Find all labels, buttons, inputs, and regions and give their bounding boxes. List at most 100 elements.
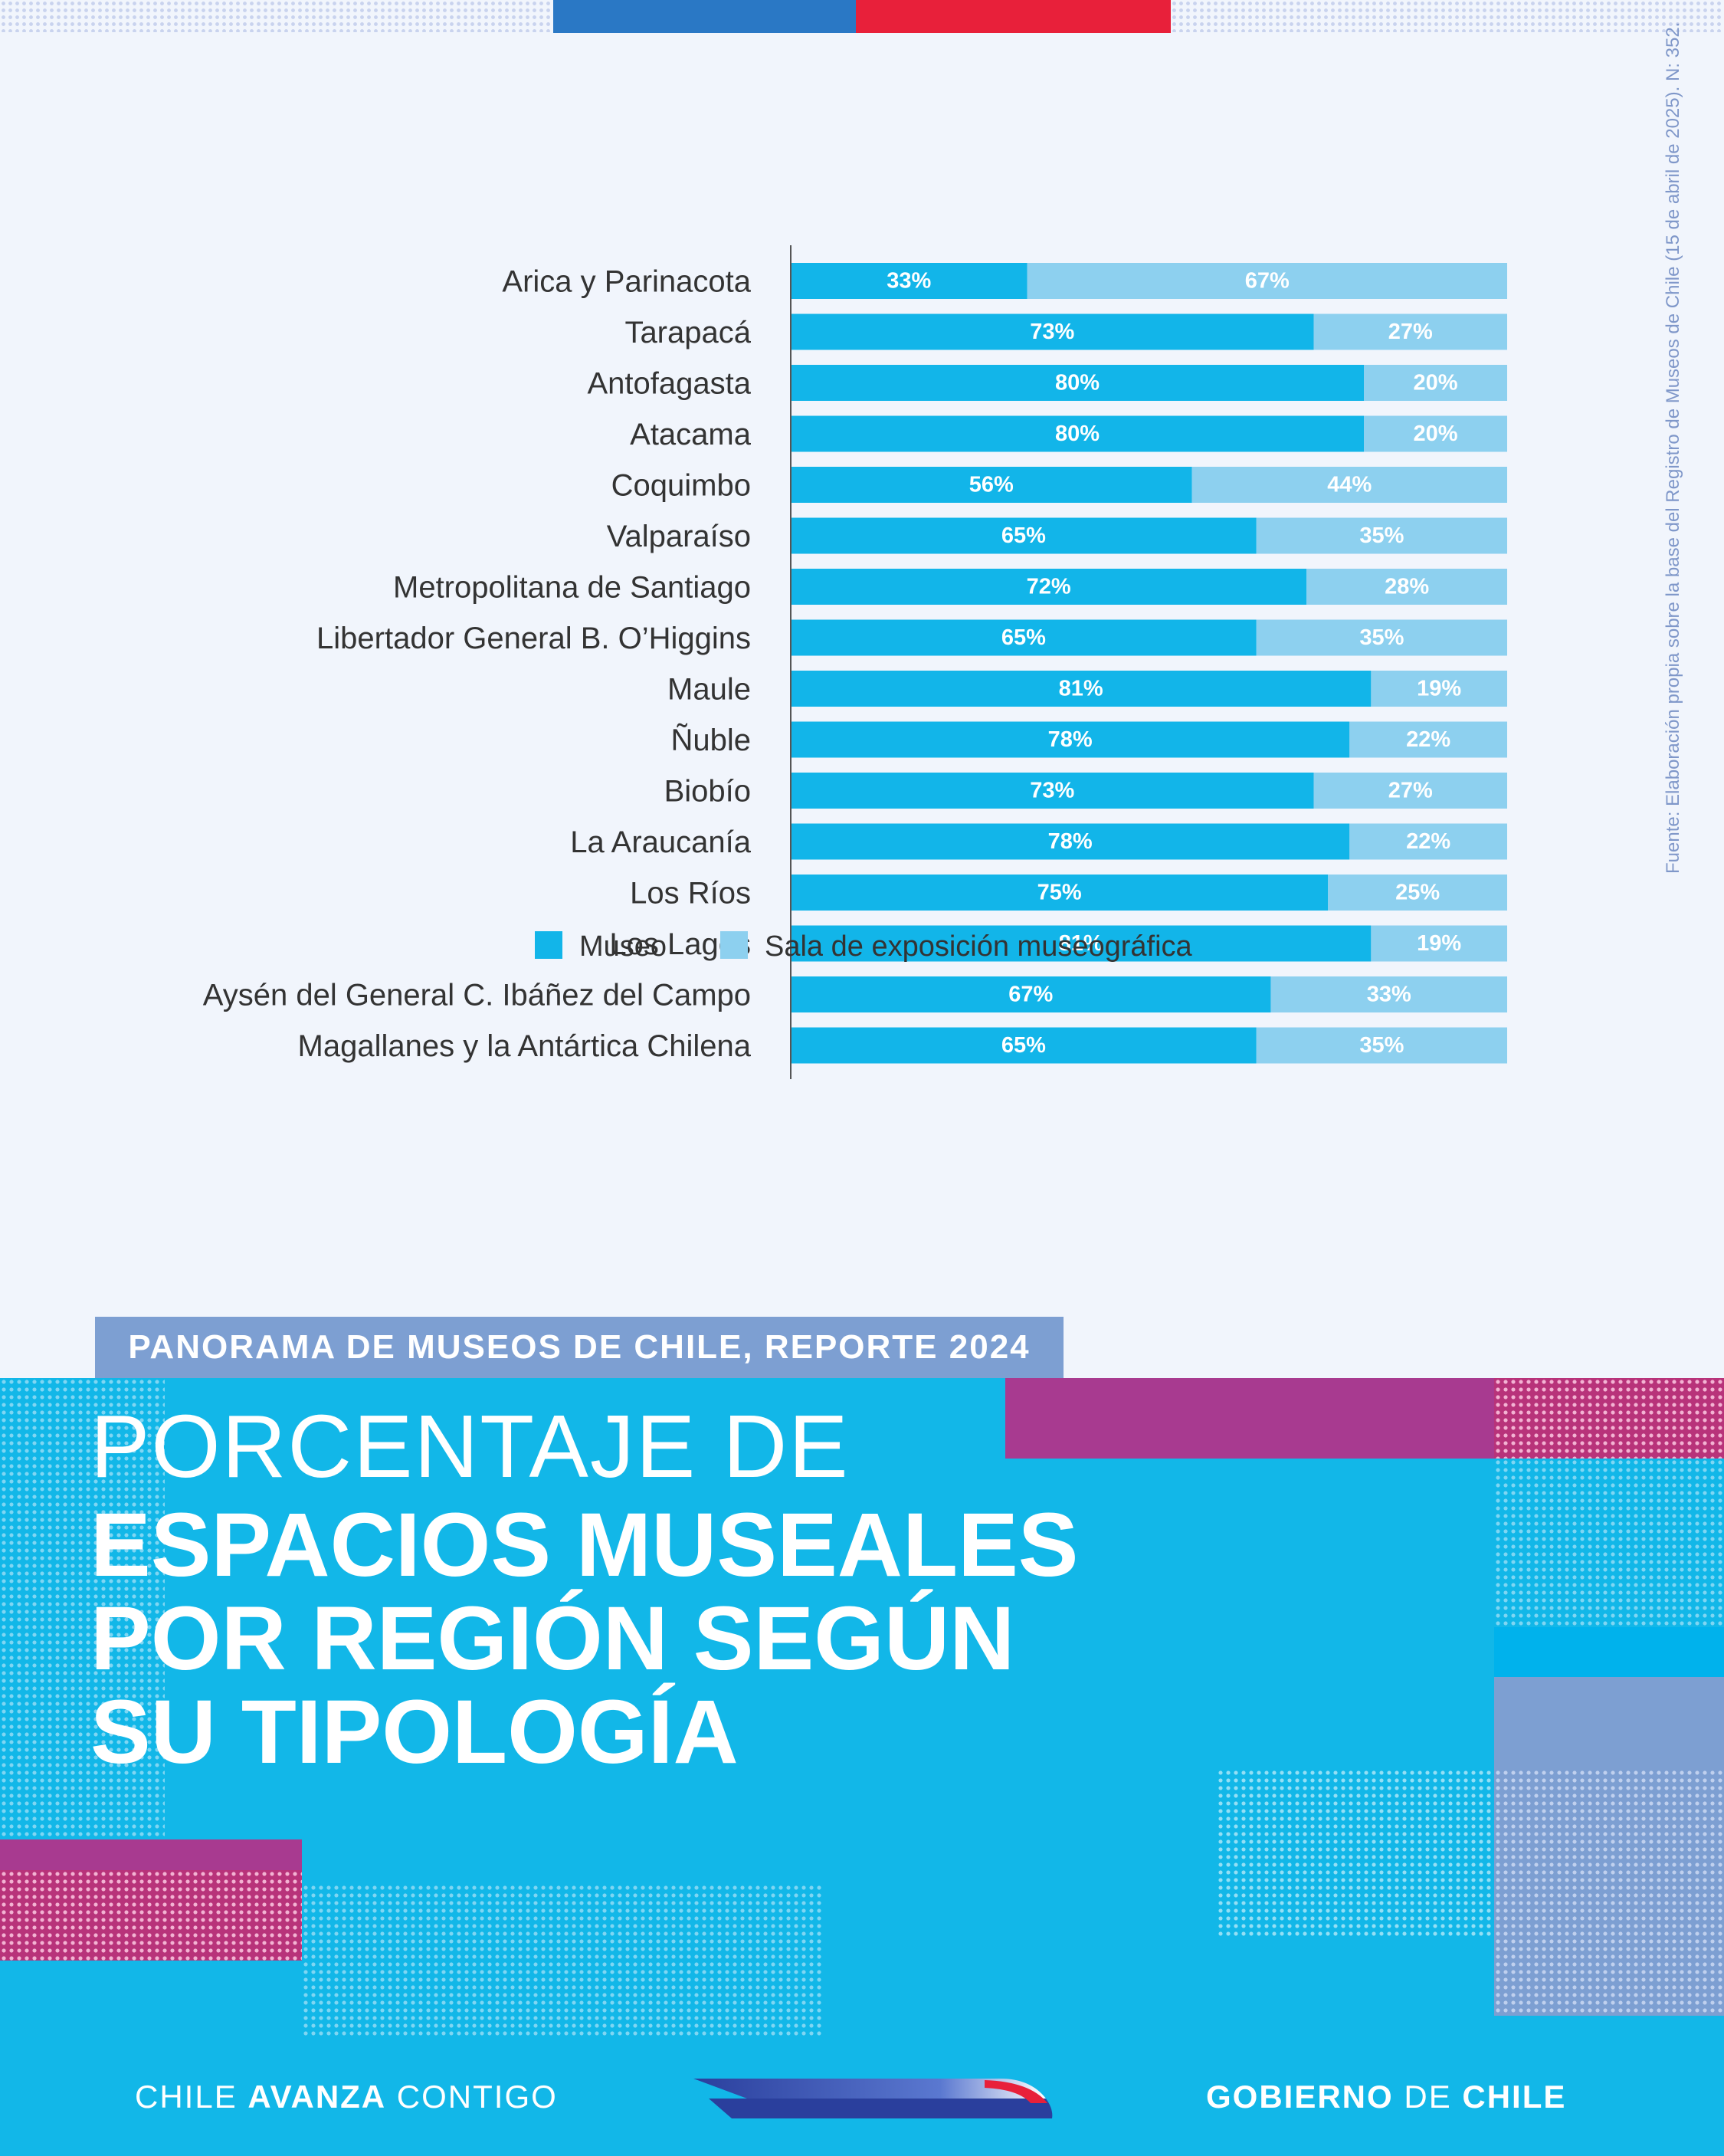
- legend-label-sala: Sala de exposición museográfica: [765, 930, 1193, 963]
- region-label: Aysén del General C. Ibáñez del Campo: [203, 979, 751, 1012]
- region-label: Ñuble: [670, 723, 751, 757]
- region-label: Maule: [667, 673, 751, 707]
- legend-swatch-museo: [535, 931, 562, 959]
- data-label: 73%: [1030, 320, 1074, 344]
- banner-dots-mid-right: [1217, 1769, 1494, 1939]
- region-label: Valparaíso: [607, 520, 751, 553]
- bar-segment-sala: [1191, 467, 1507, 503]
- data-label: 67%: [1008, 983, 1053, 1007]
- data-label: 35%: [1359, 523, 1404, 548]
- region-label: Libertador General B. O’Higgins: [316, 622, 751, 655]
- report-tag: PANORAMA DE MUSEOS DE CHILE, REPORTE 202…: [95, 1317, 1064, 1378]
- data-label: 75%: [1037, 881, 1082, 905]
- bar-segment-museo: [791, 517, 1257, 554]
- bar-segment-sala: [1313, 773, 1507, 809]
- bar-segment-museo: [791, 875, 1329, 911]
- bar-segment-sala: [1328, 875, 1507, 911]
- region-label: La Araucanía: [570, 825, 751, 859]
- banner-dots-bottom: [302, 1884, 823, 2037]
- top-dots-decoration-left: [0, 0, 553, 32]
- data-label: 65%: [1001, 625, 1046, 650]
- bar-segment-museo: [791, 313, 1314, 350]
- region-label: Coquimbo: [611, 469, 751, 503]
- bar-segment-museo: [791, 773, 1314, 809]
- data-label: 81%: [1059, 677, 1103, 701]
- government-logo-stripes-icon: [693, 2079, 1053, 2118]
- banner-magenta-block-top: [1005, 1378, 1494, 1459]
- source-note: Fuente: Elaboración propia sobre la base…: [1663, 21, 1683, 874]
- data-label: 27%: [1388, 779, 1433, 803]
- banner-periwinkle-dots: [1494, 1769, 1724, 2016]
- bar-segment-museo: [791, 263, 1028, 299]
- region-label: Magallanes y la Antártica Chilena: [298, 1029, 752, 1063]
- footer-government: GOBIERNO DE CHILE: [1206, 2079, 1566, 2115]
- data-label: 22%: [1406, 829, 1450, 854]
- data-label: 19%: [1417, 931, 1461, 956]
- data-label: 73%: [1030, 779, 1074, 803]
- flag-stripe-blue: [553, 0, 856, 33]
- bar-segment-sala: [1349, 721, 1507, 758]
- bar-segment-museo: [791, 467, 1192, 503]
- data-label: 80%: [1055, 371, 1100, 395]
- data-label: 20%: [1413, 371, 1457, 395]
- data-label: 35%: [1359, 1033, 1404, 1058]
- bar-segment-museo: [791, 976, 1271, 1012]
- data-label: 67%: [1245, 269, 1290, 294]
- data-label: 20%: [1413, 422, 1457, 446]
- bar-segment-museo: [791, 1027, 1257, 1064]
- data-label: 35%: [1359, 625, 1404, 650]
- region-label: Biobío: [664, 775, 751, 809]
- bar-segment-sala: [1256, 619, 1507, 656]
- bar-segment-sala: [1270, 976, 1507, 1012]
- data-label: 78%: [1048, 727, 1093, 752]
- data-label: 33%: [1367, 983, 1411, 1007]
- bar-segment-sala: [1027, 263, 1507, 299]
- bar-segment-museo: [791, 823, 1350, 860]
- region-label: Antofagasta: [588, 367, 752, 401]
- data-label: 33%: [887, 269, 931, 294]
- footer-government-part2: CHILE: [1451, 2079, 1567, 2115]
- bar-segment-museo: [791, 569, 1307, 605]
- data-label: 25%: [1395, 881, 1440, 905]
- footer-slogan-part2: CONTIGO: [386, 2079, 558, 2115]
- banner-magenta-dots-top: [1494, 1378, 1724, 1459]
- data-label: 28%: [1385, 575, 1429, 599]
- page-title-light: PORCENTAJE DE: [90, 1396, 850, 1496]
- bar-segment-sala: [1364, 415, 1507, 452]
- data-label: 80%: [1055, 422, 1100, 446]
- region-label: Atacama: [630, 418, 752, 451]
- stacked-bar-chart: Arica y Parinacota 33% 67% Tarapacá 73% 27% An…: [203, 245, 1507, 1079]
- footer-slogan-bold: AVANZA: [247, 2079, 387, 2115]
- banner-magenta-block-bottom: [0, 1839, 302, 1870]
- bar-segment-museo: [791, 415, 1364, 452]
- data-label: 19%: [1417, 677, 1461, 701]
- region-label: Los Ríos: [630, 877, 751, 911]
- banner-dots-left: [0, 1378, 165, 1838]
- data-label: 22%: [1406, 727, 1450, 752]
- bar-segment-museo: [791, 925, 1372, 962]
- legend-swatch-sala: [720, 931, 748, 959]
- region-label: Metropolitana de Santiago: [393, 571, 751, 605]
- data-label: 78%: [1048, 829, 1093, 854]
- bar-segment-museo: [791, 365, 1364, 401]
- bar-segment-museo: [791, 619, 1257, 656]
- banner-dots-right: [1494, 1459, 1724, 1627]
- bar-segment-sala: [1256, 517, 1507, 554]
- bar-segment-sala: [1364, 365, 1507, 401]
- bar-segment-museo: [791, 721, 1350, 758]
- bar-segment-sala: [1349, 823, 1507, 860]
- bar-segment-sala: [1371, 925, 1507, 962]
- data-label: 44%: [1327, 473, 1372, 497]
- footer-slogan: CHILE AVANZA CONTIGO: [135, 2079, 558, 2115]
- bar-segment-sala: [1256, 1027, 1507, 1064]
- bar-segment-museo: [791, 671, 1372, 707]
- data-label: 81%: [1059, 931, 1103, 956]
- footer-government-part1: GOBIERNO: [1206, 2079, 1404, 2115]
- title-banner: [0, 1378, 1724, 2156]
- data-label: 72%: [1027, 575, 1071, 599]
- data-label: 65%: [1001, 1033, 1046, 1058]
- flag-stripe-red: [856, 0, 1171, 33]
- data-label: 65%: [1001, 523, 1046, 548]
- bar-segment-sala: [1313, 313, 1507, 350]
- bar-segment-sala: [1306, 569, 1507, 605]
